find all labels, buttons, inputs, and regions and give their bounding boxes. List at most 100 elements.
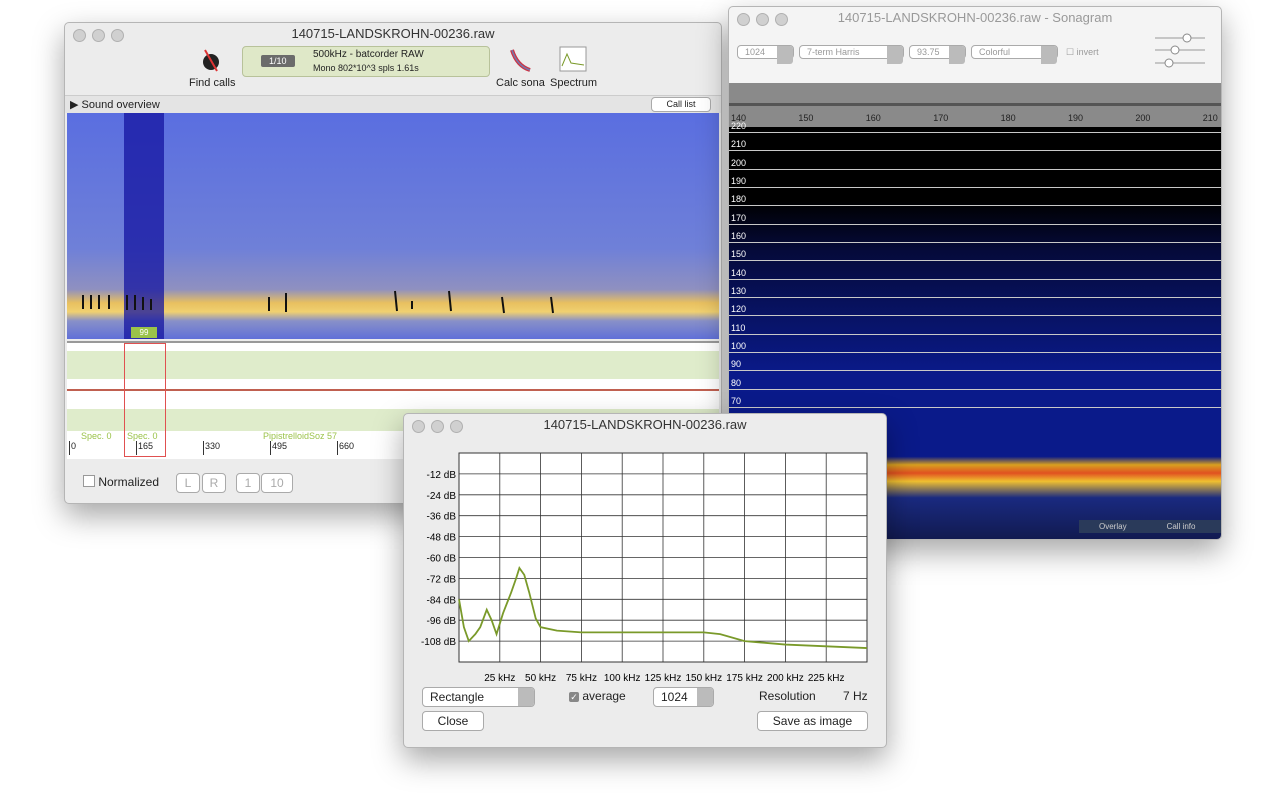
spectrum-button[interactable]: Spectrum [550,77,598,89]
tick-label: 170 [933,113,949,123]
tick-label: 130 [731,285,747,296]
sonagram-tabs: Overlay Call info [1079,520,1221,533]
tick-label: 200 [1135,113,1151,123]
x-tick-label: 25 kHz [484,673,515,684]
file-format: 500kHz - batcorder RAW [313,49,424,60]
grid-line [729,278,1221,280]
call-list-button[interactable]: Call list [651,97,711,112]
find-calls-icon[interactable] [199,47,225,73]
spectrum-chart: -12 dB -24 dB -36 dB -48 dB -60 dB -72 dB -84 … [421,452,868,684]
tick-label: 165 [137,441,154,451]
grid-line [729,186,1221,188]
window-title: 140715-LANDSKROHN-00236.raw [291,26,495,41]
tick-label: 0 [71,441,77,451]
tick-label: 120 [731,304,747,315]
average-checkbox[interactable]: ✓ average [569,689,626,703]
x-tick-label: 125 kHz [645,673,682,684]
y-tick-label: -48 dB [427,533,457,544]
x-tick-label: 150 kHz [685,673,722,684]
sound-overview-label: Sound overview [81,99,160,111]
file-info-panel: 1/10 500kHz - batcorder RAW Mono 802*10^… [242,46,490,77]
overlap-select[interactable]: 93.75 [909,45,966,64]
tick-mark [269,441,271,455]
overview-label: Spec. 0 [127,431,158,441]
tick-label: 180 [1000,113,1016,123]
grid-line [729,315,1221,317]
fft-select[interactable]: 1024 [737,45,794,64]
tick-label: 210 [1202,113,1218,123]
title-bar: 140715-LANDSKROHN-00236.raw - Sonagram [729,7,1221,29]
y-tick-label: -12 dB [427,470,457,481]
tick-label: 210 [731,139,747,150]
spectrum-window: 140715-LANDSKROHN-00236.raw -12 dB -24 dB… [403,413,887,748]
tick-label: 220 [731,121,747,131]
x-tick-label: 225 kHz [808,673,845,684]
resolution-value: 7 Hz [843,689,868,703]
calc-sona-button[interactable]: Calc sona [496,77,545,89]
tick-label: 90 [731,359,742,370]
channel-right[interactable]: R [202,473,226,493]
channel-left[interactable]: L [176,473,200,493]
y-tick-label: -108 dB [421,637,456,648]
sliders[interactable] [1153,33,1207,69]
marker-label: 99 [131,327,157,338]
tick-mark [202,441,204,455]
window-function-select[interactable]: Rectangle [422,687,535,707]
time-axis: 140 150 160 170 180 190 200 210 [729,111,1221,125]
tick-label: 170 [731,212,747,223]
grid-line [729,388,1221,390]
window-controls[interactable] [73,29,130,45]
tick-label: 200 [731,157,747,168]
save-image-button[interactable]: Save as image [757,711,868,731]
window-select[interactable]: 7-term Harris [799,45,904,64]
file-details: Mono 802*10^3 spls 1.61s [313,63,419,73]
tick-label: 495 [271,441,287,451]
grid-line [729,296,1221,298]
tick-mark [336,441,338,455]
close-button[interactable]: Close [422,711,484,731]
invert-checkbox[interactable]: ☐ invert [1066,47,1099,57]
main-window: 140715-LANDSKROHN-00236.raw Find calls 1… [64,22,722,504]
spectrum-icon[interactable] [559,46,587,72]
overview-bar: ▶ Sound overview Call list [65,95,721,113]
tick-label: 660 [338,441,354,451]
average-label: average [582,689,626,703]
overview-label: Spec. 0 [81,431,112,441]
time-axis: 0 165 330 495 660 [67,441,719,457]
find-calls-button[interactable]: Find calls [189,77,236,89]
overlay-tab[interactable]: Overlay [1099,522,1127,531]
x-tick-label: 100 kHz [604,673,641,684]
y-tick-label: -84 dB [427,595,457,606]
fft-size-select[interactable]: 1024 [653,687,714,707]
sonagram-waveform [729,83,1221,127]
tick-label: 150 [798,113,814,123]
palette-select[interactable]: Colorful [971,45,1058,64]
sound-overview-toggle[interactable]: ▶ Sound overview [70,99,160,111]
tick-label: 100 [731,340,747,351]
tick-label: 160 [865,113,881,123]
window-controls[interactable] [737,13,794,29]
tick-label: 190 [731,175,747,186]
zoom-10[interactable]: 10 [261,473,293,493]
calc-sona-icon[interactable] [509,48,533,72]
grid-line [729,370,1221,372]
zoom-1[interactable]: 1 [236,473,260,493]
tick-label: 70 [731,395,742,406]
x-tick-label: 50 kHz [525,673,556,684]
tick-label: 160 [731,230,747,241]
tick-label: 80 [731,377,742,388]
window-controls[interactable] [412,420,469,436]
grid-line [729,205,1221,207]
normalized-checkbox[interactable]: Normalized [83,475,159,489]
call-info-tab[interactable]: Call info [1166,522,1196,531]
overview-label: PipistrelloidSoz 57 [263,431,338,441]
resolution-label: Resolution [759,689,816,703]
grid-line [729,351,1221,353]
tick-label: 180 [731,194,747,205]
x-tick-label: 200 kHz [767,673,804,684]
grid-line [729,132,1221,133]
window-title: 140715-LANDSKROHN-00236.raw - Sonagram [837,10,1113,25]
grid-line [729,223,1221,225]
title-bar: 140715-LANDSKROHN-00236.raw [65,23,721,45]
